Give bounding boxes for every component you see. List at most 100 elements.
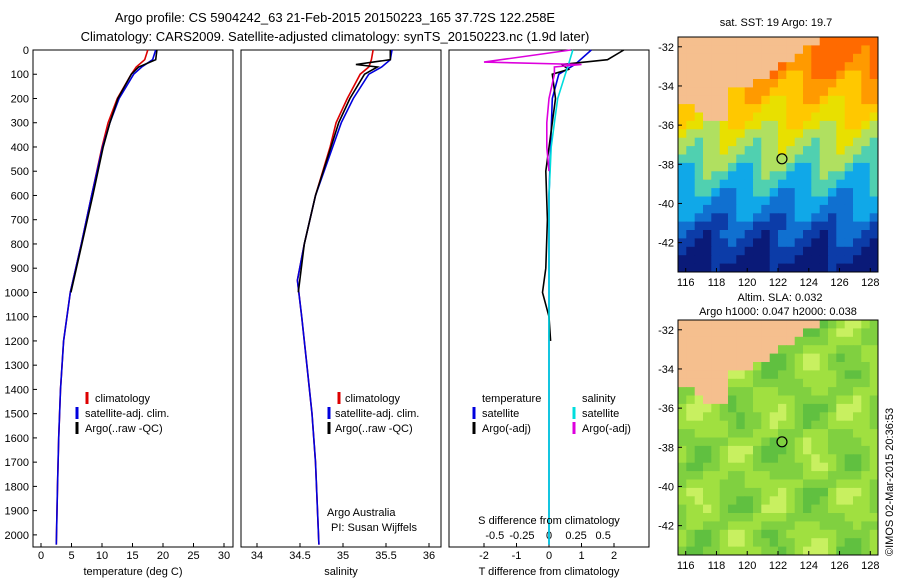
field-cell xyxy=(853,104,862,113)
field-cell xyxy=(869,479,879,489)
field-cell xyxy=(861,437,871,447)
field-cell xyxy=(836,320,846,329)
field-cell xyxy=(753,370,762,380)
land-cell xyxy=(694,95,704,105)
field-cell xyxy=(811,255,821,265)
field-cell xyxy=(819,471,829,480)
field-cell xyxy=(761,188,771,197)
field-cell xyxy=(853,263,862,273)
field-cell xyxy=(853,336,862,346)
field-cell xyxy=(811,529,821,539)
field-cell xyxy=(869,230,879,239)
field-cell xyxy=(753,546,762,556)
field-cell xyxy=(744,221,754,231)
field-cell xyxy=(803,513,812,522)
field-cell xyxy=(861,412,871,422)
field-cell xyxy=(753,179,762,189)
field-cell xyxy=(728,546,737,556)
field-cell xyxy=(778,171,787,181)
field-cell xyxy=(728,471,737,480)
field-cell xyxy=(836,328,846,338)
land-cell xyxy=(678,378,687,388)
field-cell xyxy=(794,79,804,88)
field-cell xyxy=(803,255,812,265)
field-cell xyxy=(861,129,871,139)
field-cell xyxy=(869,454,879,464)
field-cell xyxy=(786,204,796,214)
field-cell xyxy=(811,179,821,189)
field-cell xyxy=(778,137,787,147)
field-cell xyxy=(819,445,829,455)
field-cell xyxy=(694,171,704,181)
field-cell xyxy=(678,521,687,531)
field-cell xyxy=(728,95,737,105)
field-cell xyxy=(711,504,721,514)
land-cell xyxy=(744,79,754,88)
field-cell xyxy=(853,471,862,480)
field-cell xyxy=(753,196,762,206)
field-cell xyxy=(778,412,787,422)
field-cell xyxy=(728,246,737,256)
series-line xyxy=(541,49,625,341)
field-cell xyxy=(711,263,721,273)
field-cell xyxy=(853,479,862,489)
field-cell xyxy=(711,513,721,522)
field-cell xyxy=(853,529,862,539)
temperature-xlabel: temperature (deg C) xyxy=(83,566,182,578)
field-cell xyxy=(786,429,796,438)
land-cell xyxy=(769,336,779,346)
land-cell xyxy=(686,370,696,380)
credit-org: Argo Australia xyxy=(327,507,396,519)
field-cell xyxy=(836,62,846,72)
field-cell xyxy=(744,95,754,105)
x-tick-label: 35 xyxy=(337,550,349,562)
field-cell xyxy=(728,437,737,447)
land-cell xyxy=(769,62,779,72)
field-cell xyxy=(794,546,804,556)
field-cell xyxy=(744,213,754,223)
field-cell xyxy=(769,378,779,388)
field-cell xyxy=(836,146,846,155)
field-cell xyxy=(786,370,796,380)
field-cell xyxy=(744,230,754,239)
field-cell xyxy=(828,263,837,273)
land-cell xyxy=(736,328,746,338)
field-cell xyxy=(736,504,746,514)
field-cell xyxy=(761,471,771,480)
field-cell xyxy=(869,171,879,181)
field-cell xyxy=(769,513,779,522)
field-cell xyxy=(819,120,829,130)
field-cell xyxy=(728,387,737,396)
field-cell xyxy=(836,420,846,430)
land-cell xyxy=(703,53,712,63)
field-cell xyxy=(736,221,746,231)
field-cell xyxy=(819,370,829,380)
field-cell xyxy=(853,345,862,355)
field-cell xyxy=(803,120,812,130)
field-cell xyxy=(844,188,854,197)
field-cell xyxy=(686,504,696,514)
land-cell xyxy=(694,87,704,97)
field-cell xyxy=(703,504,712,514)
x-tick-label: 15 xyxy=(126,550,138,562)
field-cell xyxy=(844,213,854,223)
field-cell xyxy=(711,137,721,147)
field-cell xyxy=(686,445,696,455)
field-cell xyxy=(853,412,862,422)
field-cell xyxy=(844,112,854,122)
field-cell xyxy=(678,538,687,548)
field-cell xyxy=(803,154,812,164)
field-cell xyxy=(794,420,804,430)
field-cell xyxy=(828,171,837,181)
field-cell xyxy=(811,513,821,522)
field-cell xyxy=(769,104,779,113)
field-cell xyxy=(861,154,871,164)
field-cell xyxy=(694,420,704,430)
salinity-xlabel: salinity xyxy=(324,566,358,578)
field-cell xyxy=(703,255,712,265)
field-cell xyxy=(853,246,862,256)
field-cell xyxy=(736,137,746,147)
field-cell xyxy=(769,353,779,363)
land-cell xyxy=(786,45,796,55)
field-cell xyxy=(744,504,754,514)
